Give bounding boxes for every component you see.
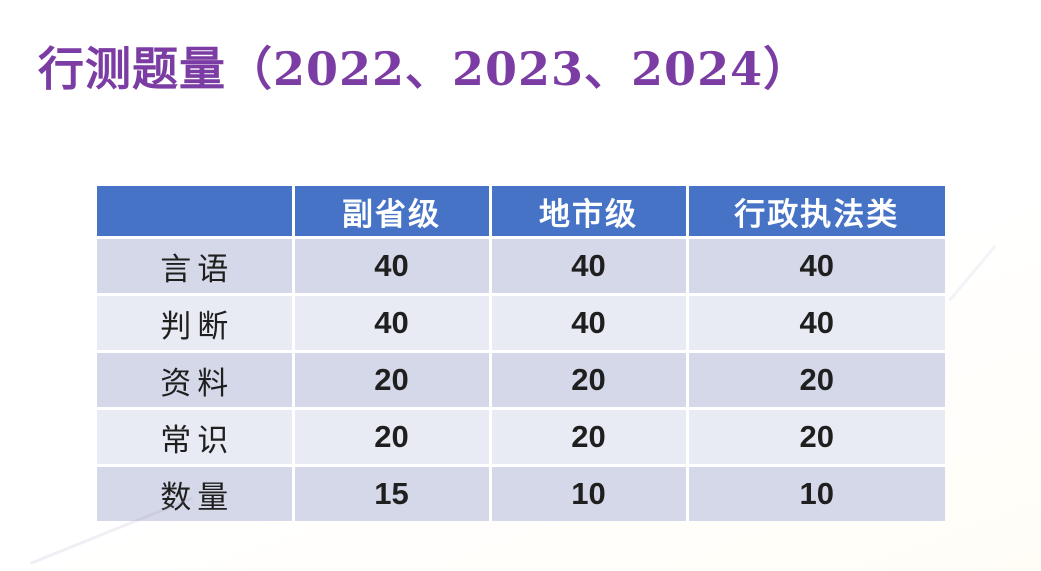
value-cell: 10	[488, 464, 687, 521]
table-header-cell-empty	[97, 186, 293, 239]
value-cell: 40	[685, 293, 945, 352]
table-header-cell-law-enforcement: 行政执法类	[685, 186, 945, 239]
page-title: 行测题量（2022、2023、2024）	[38, 42, 811, 96]
row-label-cell: 判断	[97, 293, 293, 352]
table-header-cell-municipal: 地市级	[488, 186, 687, 239]
value-cell: 20	[488, 407, 687, 466]
value-cell: 20	[685, 350, 945, 409]
row-label-cell: 资料	[97, 350, 293, 409]
table-row: 常识 20 20 20	[97, 407, 945, 466]
table-row: 资料 20 20 20	[97, 350, 945, 409]
value-cell: 40	[488, 293, 687, 352]
value-cell: 20	[685, 407, 945, 466]
value-cell: 10	[685, 464, 945, 521]
value-cell: 40	[291, 293, 490, 352]
value-cell: 20	[291, 407, 490, 466]
table-row: 言语 40 40 40	[97, 236, 945, 295]
row-label-cell: 常识	[97, 407, 293, 466]
table-header-cell-sub-provincial: 副省级	[291, 186, 490, 239]
value-cell: 40	[685, 236, 945, 295]
value-cell: 15	[291, 464, 490, 521]
table-row: 判断 40 40 40	[97, 293, 945, 352]
value-cell: 20	[488, 350, 687, 409]
value-cell: 40	[291, 236, 490, 295]
row-label-cell: 言语	[97, 236, 293, 295]
table-row: 数量 15 10 10	[97, 464, 945, 521]
value-cell: 20	[291, 350, 490, 409]
value-cell: 40	[488, 236, 687, 295]
photo-artifact-streak	[948, 244, 997, 302]
table-header-row: 副省级 地市级 行政执法类	[97, 186, 945, 239]
question-count-table: 副省级 地市级 行政执法类 言语 40 40 40 判断 40 40 40 资料…	[97, 186, 945, 521]
row-label-cell: 数量	[97, 464, 293, 521]
